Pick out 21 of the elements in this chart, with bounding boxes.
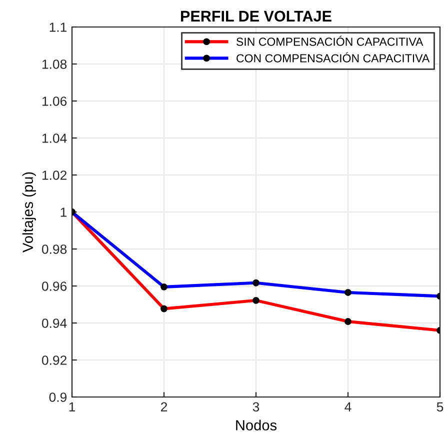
y-tick-label: 0.98 [42,244,67,254]
y-tick-label: 1.08 [42,60,67,69]
y-tick-label: 0.9 [49,392,67,402]
legend-label: SIN COMPENSACIÓN CAPACITIVA [236,36,424,46]
x-tick-label: 1 [69,402,76,412]
x-tick-label: 4 [344,402,352,412]
y-tick-label: 1.04 [42,134,67,143]
y-tick-label: 1 [60,208,66,217]
y-tick-label: 0.94 [42,318,67,328]
x-tick-label: 3 [252,402,260,412]
x-tick-label: 5 [436,402,444,412]
y-tick-label: 0.92 [42,356,66,365]
legend-label: CON COMPENSACIÓN CAPACITIVA [236,52,430,62]
y-tick-label: 1.06 [42,96,67,106]
x-tick-label: 2 [160,402,168,412]
y-axis-title: Voltajes (pu) [22,172,36,252]
chart-title: PERFIL DE VOLTAJE [181,10,332,22]
x-axis-title: Nodos [236,420,277,430]
y-tick-label: 1.02 [42,170,66,180]
y-tick-label: 1.1 [50,22,66,32]
y-tick-label: 0.96 [42,282,67,291]
